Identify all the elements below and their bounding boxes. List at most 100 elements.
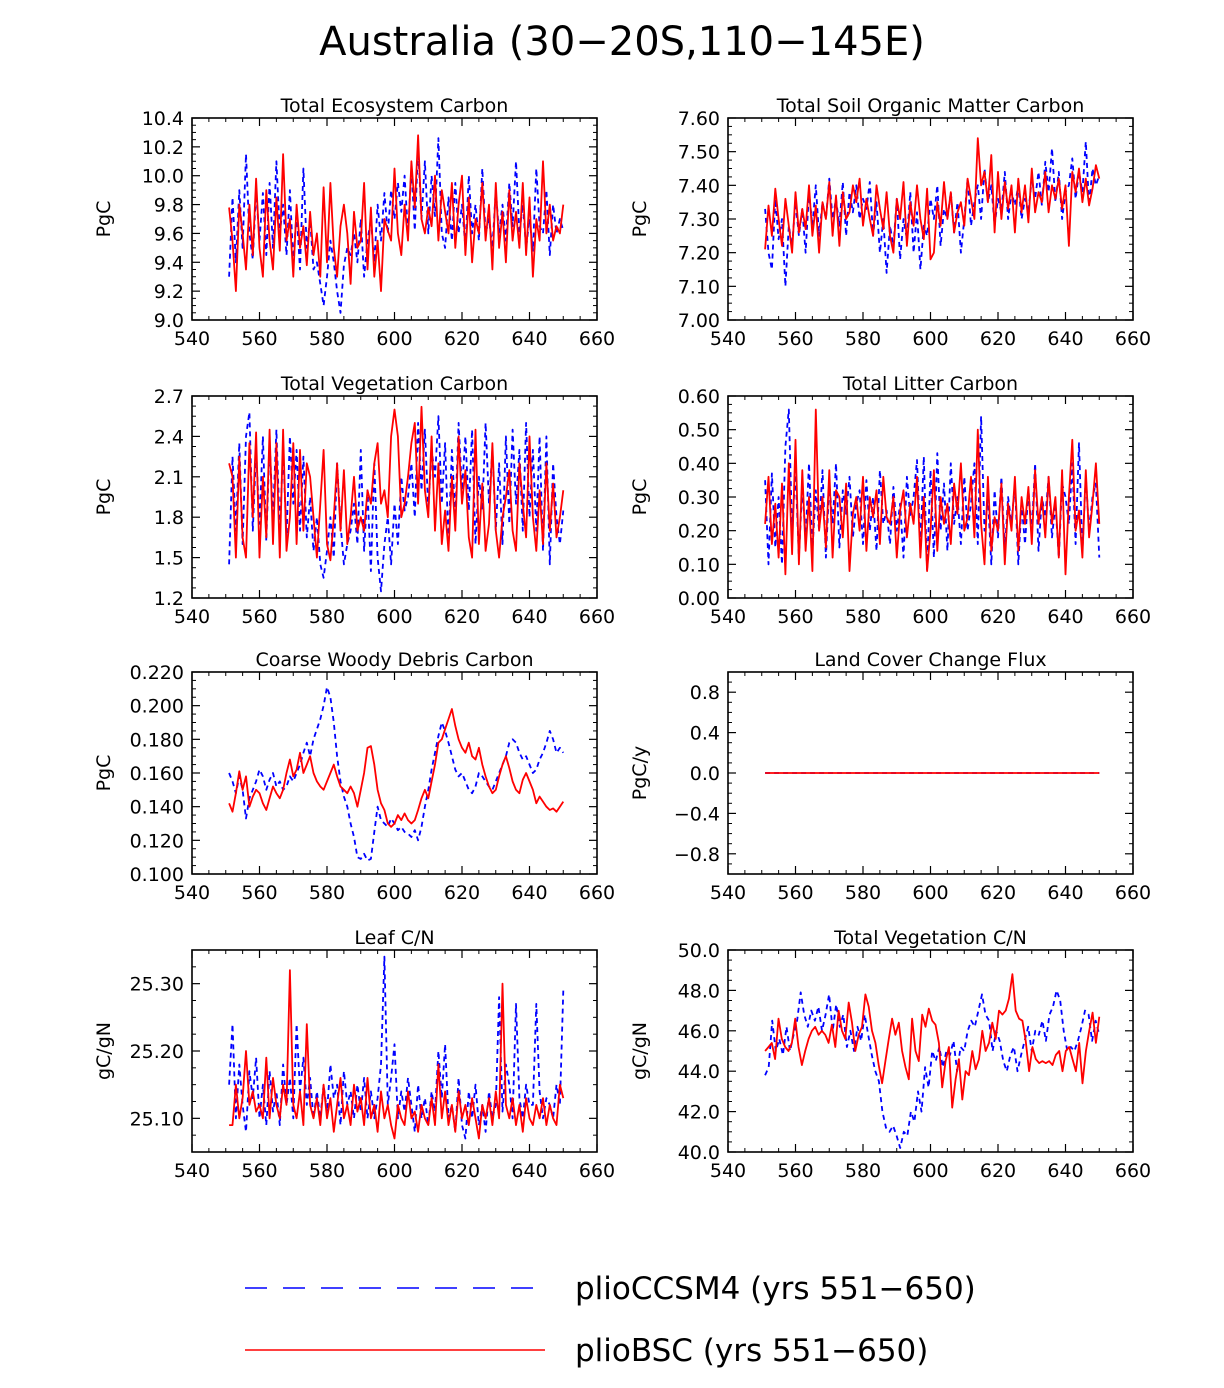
panel-total-ecosystem-carbon-xtick-label: 620 bbox=[444, 328, 480, 350]
panel-total-soil-organic-matter-carbon-xtick-label: 600 bbox=[912, 328, 948, 350]
panel-total-vegetation-carbon-xtick-label: 540 bbox=[174, 606, 210, 628]
panel-leaf-c-n-ylabel: gC/gN bbox=[93, 1022, 115, 1080]
panel-total-soil-organic-matter-carbon-title: Total Soil Organic Matter Carbon bbox=[776, 95, 1085, 117]
panel-total-vegetation-carbon-ytick-label: 2.4 bbox=[154, 426, 184, 448]
panel-land-cover-change-flux-title: Land Cover Change Flux bbox=[814, 649, 1046, 671]
panel-total-vegetation-c-n-ytick-label: 46.0 bbox=[678, 1021, 720, 1043]
panel-land-cover-change-flux-ytick-label: 0.0 bbox=[690, 763, 720, 785]
panel-total-litter-carbon-xtick-label: 660 bbox=[1115, 606, 1151, 628]
panel-total-vegetation-carbon-xtick-label: 640 bbox=[511, 606, 547, 628]
legend-entry-pliobsc: plioBSC (yrs 551−650) bbox=[245, 1333, 928, 1369]
panel-leaf-c-n-xtick-label: 660 bbox=[579, 1160, 615, 1182]
panel-total-vegetation-c-n-series-pliobsc bbox=[764, 973, 1101, 1109]
panel-leaf-c-n-xtick-label: 560 bbox=[241, 1160, 277, 1182]
panel-leaf-c-n-ytick-label: 25.10 bbox=[130, 1108, 184, 1130]
panel-land-cover-change-flux-xtick-label: 660 bbox=[1115, 882, 1151, 904]
panel-total-vegetation-carbon-title: Total Vegetation Carbon bbox=[280, 373, 508, 395]
panel-leaf-c-n-xtick-label: 540 bbox=[174, 1160, 210, 1182]
panel-total-litter-carbon-ytick-label: 0.20 bbox=[678, 521, 720, 543]
panel-coarse-woody-debris-carbon-ytick-label: 0.100 bbox=[130, 864, 184, 886]
panel-total-vegetation-carbon-ytick-label: 2.7 bbox=[154, 386, 184, 408]
panel-total-vegetation-carbon-series-pliobsc bbox=[228, 405, 565, 562]
panel-total-litter-carbon-series-plioccsm4 bbox=[764, 408, 1101, 572]
panel-total-ecosystem-carbon-xtick-label: 660 bbox=[579, 328, 615, 350]
panel-total-litter-carbon-ytick-label: 0.10 bbox=[678, 554, 720, 576]
panel-total-ecosystem-carbon-xtick-label: 560 bbox=[241, 328, 277, 350]
panel-coarse-woody-debris-carbon-ytick-label: 0.200 bbox=[130, 696, 184, 718]
panel-leaf-c-n-xtick-label: 600 bbox=[376, 1160, 412, 1182]
panels: Total Ecosystem Carbon PgC 540 560 580 600 620… bbox=[93, 95, 1151, 1182]
panel-total-vegetation-c-n-xtick-label: 580 bbox=[845, 1160, 881, 1182]
panel-coarse-woody-debris-carbon-xtick-label: 580 bbox=[309, 882, 345, 904]
legend-label-pliobsc: plioBSC (yrs 551−650) bbox=[575, 1333, 928, 1369]
panel-total-ecosystem-carbon-ytick-label: 9.2 bbox=[154, 281, 184, 303]
panel-land-cover-change-flux-xtick-label: 620 bbox=[980, 882, 1016, 904]
panel-total-vegetation-carbon-ytick-label: 1.5 bbox=[154, 548, 184, 570]
panel-total-vegetation-c-n-ytick-label: 40.0 bbox=[678, 1142, 720, 1164]
panel-total-ecosystem-carbon-ytick-label: 9.8 bbox=[154, 195, 184, 217]
panel-land-cover-change-flux-ylabel: PgC/y bbox=[629, 746, 651, 800]
panel-total-vegetation-c-n-xtick-label: 600 bbox=[912, 1160, 948, 1182]
panel-total-litter-carbon-xtick-label: 600 bbox=[912, 606, 948, 628]
panel-total-ecosystem-carbon-series-plioccsm4 bbox=[228, 137, 565, 314]
panel-total-litter-carbon-ylabel: PgC bbox=[629, 479, 651, 516]
panel-total-vegetation-c-n-xtick-label: 540 bbox=[710, 1160, 746, 1182]
panel-total-soil-organic-matter-carbon-xtick-label: 560 bbox=[777, 328, 813, 350]
panel-total-vegetation-c-n-title: Total Vegetation C/N bbox=[833, 927, 1027, 949]
panel-total-vegetation-c-n-ytick-label: 50.0 bbox=[678, 940, 720, 962]
panel-total-vegetation-carbon-xtick-label: 660 bbox=[579, 606, 615, 628]
panel-coarse-woody-debris-carbon: Coarse Woody Debris Carbon PgC 540 560 580 60… bbox=[93, 649, 615, 904]
panel-land-cover-change-flux-ytick-label: −0.8 bbox=[674, 844, 720, 866]
panel-total-soil-organic-matter-carbon-ytick-label: 7.30 bbox=[678, 209, 720, 231]
panel-coarse-woody-debris-carbon-series-pliobsc bbox=[228, 708, 565, 828]
panel-total-vegetation-c-n-xtick-label: 560 bbox=[777, 1160, 813, 1182]
panel-total-litter-carbon: Total Litter Carbon PgC 540 560 580 600 620 640… bbox=[629, 373, 1151, 628]
panel-total-ecosystem-carbon-ytick-label: 10.2 bbox=[142, 137, 184, 159]
panel-land-cover-change-flux-xtick-label: 540 bbox=[710, 882, 746, 904]
panel-total-litter-carbon-ytick-label: 0.60 bbox=[678, 386, 720, 408]
panel-total-vegetation-carbon-xtick-label: 560 bbox=[241, 606, 277, 628]
panel-leaf-c-n-title: Leaf C/N bbox=[354, 927, 434, 949]
panel-total-litter-carbon-ytick-label: 0.30 bbox=[678, 487, 720, 509]
panel-total-ecosystem-carbon-ylabel: PgC bbox=[93, 201, 115, 238]
panel-coarse-woody-debris-carbon-title: Coarse Woody Debris Carbon bbox=[255, 649, 533, 671]
panel-total-ecosystem-carbon-ytick-label: 10.0 bbox=[142, 166, 184, 188]
panel-total-soil-organic-matter-carbon-ytick-label: 7.10 bbox=[678, 276, 720, 298]
figure-title: Australia (30−20S,110−145E) bbox=[319, 19, 925, 65]
panel-leaf-c-n-series-plioccsm4 bbox=[228, 955, 565, 1140]
panel-total-litter-carbon-title: Total Litter Carbon bbox=[842, 373, 1018, 395]
panel-total-vegetation-carbon-ytick-label: 1.8 bbox=[154, 507, 184, 529]
panel-total-soil-organic-matter-carbon-ylabel: PgC bbox=[629, 201, 651, 238]
panel-coarse-woody-debris-carbon-ytick-label: 0.140 bbox=[130, 797, 184, 819]
panel-leaf-c-n-xtick-label: 640 bbox=[511, 1160, 547, 1182]
panel-total-litter-carbon-xtick-label: 580 bbox=[845, 606, 881, 628]
panel-total-litter-carbon-xtick-label: 620 bbox=[980, 606, 1016, 628]
panel-leaf-c-n: Leaf C/N gC/gN 540 560 580 600 620 640 660 25.10 2… bbox=[93, 927, 615, 1182]
panel-total-soil-organic-matter-carbon-xtick-label: 540 bbox=[710, 328, 746, 350]
panel-leaf-c-n-ytick-label: 25.20 bbox=[130, 1041, 184, 1063]
panel-total-ecosystem-carbon-ytick-label: 9.6 bbox=[154, 223, 184, 245]
panel-total-soil-organic-matter-carbon-ytick-label: 7.40 bbox=[678, 175, 720, 197]
panel-total-litter-carbon-xtick-label: 560 bbox=[777, 606, 813, 628]
panel-total-litter-carbon-xtick-label: 540 bbox=[710, 606, 746, 628]
panel-total-vegetation-c-n-ylabel: gC/gN bbox=[629, 1022, 651, 1080]
legend-label-plioccsm4: plioCCSM4 (yrs 551−650) bbox=[575, 1271, 976, 1307]
panel-total-ecosystem-carbon-ytick-label: 9.4 bbox=[154, 252, 184, 274]
panel-total-vegetation-c-n-xtick-label: 640 bbox=[1047, 1160, 1083, 1182]
panel-total-soil-organic-matter-carbon-xtick-label: 640 bbox=[1047, 328, 1083, 350]
panel-coarse-woody-debris-carbon-frame bbox=[191, 671, 598, 875]
panel-total-vegetation-c-n-ytick-label: 42.0 bbox=[678, 1102, 720, 1124]
panel-total-vegetation-c-n-ytick-label: 48.0 bbox=[678, 980, 720, 1002]
panel-coarse-woody-debris-carbon-ytick-label: 0.120 bbox=[130, 830, 184, 852]
panel-total-litter-carbon-ytick-label: 0.00 bbox=[678, 588, 720, 610]
panel-total-soil-organic-matter-carbon-ytick-label: 7.20 bbox=[678, 243, 720, 265]
panel-leaf-c-n-xtick-label: 580 bbox=[309, 1160, 345, 1182]
panel-total-vegetation-c-n: Total Vegetation C/N gC/gN 540 560 580 600 620… bbox=[629, 927, 1151, 1182]
panel-total-vegetation-carbon-ytick-label: 1.2 bbox=[154, 588, 184, 610]
panel-coarse-woody-debris-carbon-xtick-label: 600 bbox=[376, 882, 412, 904]
panel-total-vegetation-carbon: Total Vegetation Carbon PgC 540 560 580 600 62… bbox=[93, 373, 615, 628]
panel-total-vegetation-carbon-xtick-label: 580 bbox=[309, 606, 345, 628]
panel-total-litter-carbon-ytick-label: 0.50 bbox=[678, 420, 720, 442]
panel-coarse-woody-debris-carbon-xtick-label: 640 bbox=[511, 882, 547, 904]
panel-total-ecosystem-carbon-title: Total Ecosystem Carbon bbox=[280, 95, 509, 117]
